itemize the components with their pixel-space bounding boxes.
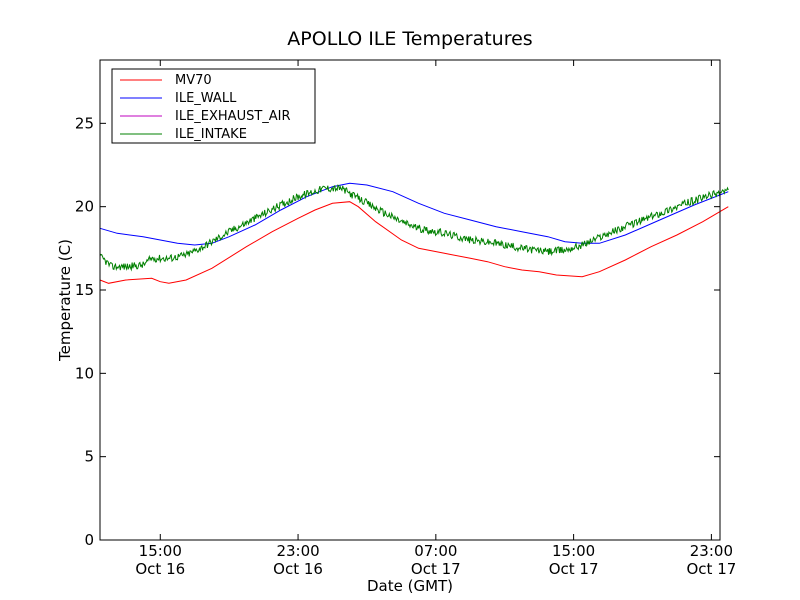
- y-tick-label: 10: [75, 364, 94, 382]
- x-tick-label-time: 15:00: [139, 542, 182, 560]
- x-tick-label-time: 23:00: [276, 542, 319, 560]
- legend: MV70 ILE_WALL ILE_EXHAUST_AIR ILE_INTAKE: [111, 68, 316, 144]
- plot-frame: [99, 59, 721, 541]
- y-tick-label: 5: [84, 448, 94, 466]
- x-tick-label-date: Oct 17: [686, 560, 736, 578]
- series-line-ile-intake: [99, 184, 729, 272]
- legend-label: ILE_EXHAUST_AIR: [175, 109, 291, 124]
- y-tick-label: 15: [75, 281, 94, 299]
- chart-title: APOLLO ILE Temperatures: [287, 28, 532, 50]
- axis-ticks: [100, 60, 720, 541]
- x-tick-label-time: 23:00: [690, 542, 733, 560]
- legend-label: ILE_INTAKE: [175, 127, 247, 142]
- legend-box: [111, 68, 316, 144]
- legend-label: MV70: [175, 73, 212, 88]
- legend-label: ILE_WALL: [175, 91, 237, 106]
- x-tick-label-date: Oct 17: [411, 560, 461, 578]
- y-axis-label: Temperature (C): [56, 239, 74, 362]
- x-tick-label-date: Oct 16: [135, 560, 185, 578]
- series-line-ile-wall: [99, 182, 729, 246]
- series-line-mv70: [99, 201, 729, 284]
- x-axis-label: Date (GMT): [367, 577, 453, 595]
- x-tick-label-time: 07:00: [414, 542, 457, 560]
- y-tick-label: 20: [75, 198, 94, 216]
- x-tick-label-date: Oct 16: [273, 560, 323, 578]
- plot-lines: [99, 182, 729, 284]
- y-tick-label: 25: [75, 114, 94, 132]
- x-tick-label-time: 15:00: [552, 542, 595, 560]
- x-tick-label-date: Oct 17: [549, 560, 599, 578]
- y-tick-label: 0: [84, 531, 94, 549]
